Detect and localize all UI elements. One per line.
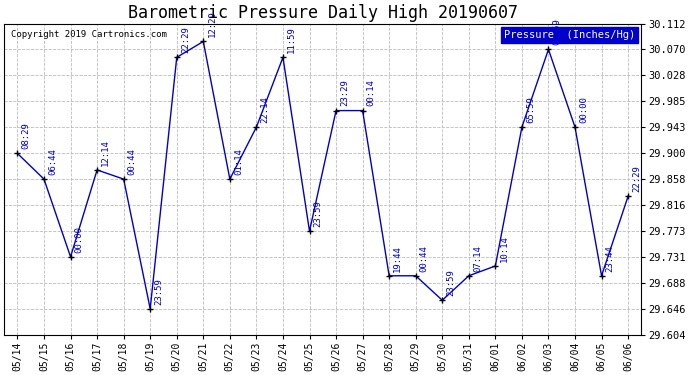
Text: 08:29: 08:29 <box>21 122 30 149</box>
Text: 08:59: 08:59 <box>553 18 562 45</box>
Text: 65:59: 65:59 <box>526 96 535 123</box>
Text: 22:14: 22:14 <box>261 96 270 123</box>
Text: 07:14: 07:14 <box>473 245 482 272</box>
Text: 23:29: 23:29 <box>340 80 349 106</box>
Text: 00:44: 00:44 <box>128 148 137 175</box>
Text: 23:59: 23:59 <box>314 200 323 227</box>
Text: 12:29: 12:29 <box>208 10 217 37</box>
Title: Barometric Pressure Daily High 20190607: Barometric Pressure Daily High 20190607 <box>128 4 518 22</box>
Text: 01:14: 01:14 <box>234 148 243 175</box>
Text: 22:29: 22:29 <box>632 165 641 192</box>
Text: 23:59: 23:59 <box>446 269 455 296</box>
Text: 00:44: 00:44 <box>420 245 429 272</box>
Text: 00:00: 00:00 <box>579 96 588 123</box>
Text: 00:00: 00:00 <box>75 226 83 253</box>
Text: 10:14: 10:14 <box>500 235 509 262</box>
Text: 11:59: 11:59 <box>287 26 296 53</box>
Text: 06:44: 06:44 <box>48 148 57 175</box>
Text: 19:44: 19:44 <box>393 245 402 272</box>
Text: 12:14: 12:14 <box>101 139 110 166</box>
Text: 23:59: 23:59 <box>155 278 164 304</box>
Text: 23:44: 23:44 <box>606 245 615 272</box>
Text: 22:29: 22:29 <box>181 26 190 53</box>
Text: Copyright 2019 Cartronics.com: Copyright 2019 Cartronics.com <box>10 30 166 39</box>
Text: 00:14: 00:14 <box>367 80 376 106</box>
Text: Pressure  (Inches/Hg): Pressure (Inches/Hg) <box>504 30 635 40</box>
